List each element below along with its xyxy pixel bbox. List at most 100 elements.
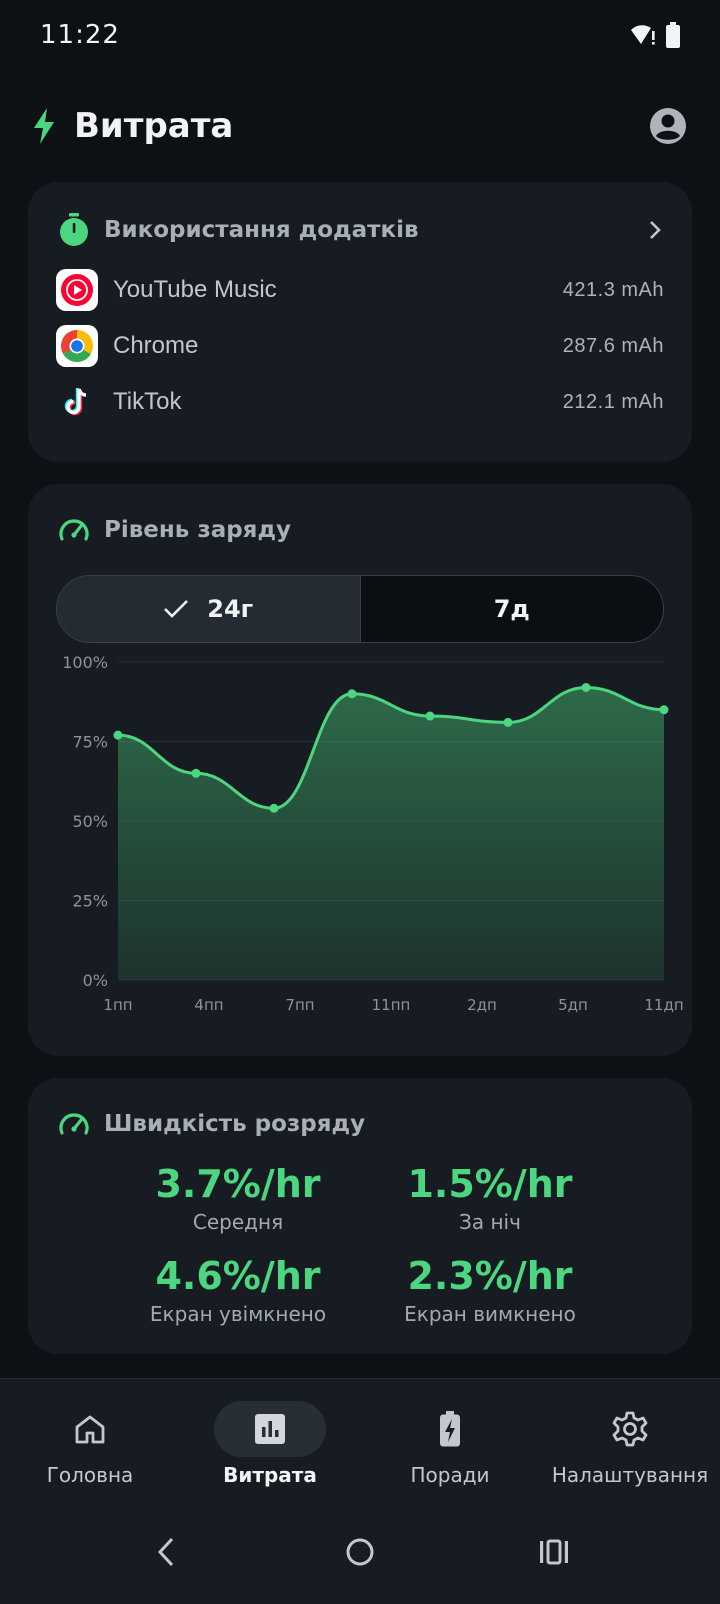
status-bar: 11:22: [0, 0, 720, 70]
stat-overnight: 1.5%/hr За ніч: [350, 1162, 630, 1234]
bottom-navigation: Головна Витрата Поради: [0, 1378, 720, 1604]
data-point: [191, 768, 201, 778]
gauge-icon: [59, 1113, 89, 1135]
y-tick-label: 50%: [72, 812, 108, 831]
stat-screen-on: 4.6%/hr Екран увімкнено: [98, 1254, 378, 1326]
x-tick-label: 2дп: [467, 996, 497, 1014]
nav-settings-pill: [574, 1401, 686, 1457]
nav-label: Налаштування: [551, 1463, 709, 1487]
discharge-rate-card: Швидкість розряду 3.7%/hr Середня 1.5%/h…: [28, 1078, 692, 1354]
app-usage-value: 287.6 mAh: [562, 334, 664, 357]
discharge-rate-title: Швидкість розряду: [104, 1111, 366, 1137]
app-header: Витрата: [0, 90, 720, 162]
youtube-music-icon: [56, 269, 98, 311]
y-tick-label: 75%: [72, 733, 108, 752]
back-button[interactable]: [136, 1528, 196, 1576]
app-row-tiktok[interactable]: TikTok 212.1 mAh: [28, 374, 692, 430]
data-point: [503, 717, 513, 727]
chevron-right-icon[interactable]: [648, 219, 662, 241]
y-tick-label: 25%: [72, 892, 108, 911]
profile-button[interactable]: [648, 106, 688, 146]
data-point: [113, 730, 123, 740]
nav-label: Поради: [410, 1463, 490, 1487]
home-button[interactable]: [330, 1528, 390, 1576]
app-usage-value: 421.3 mAh: [562, 278, 664, 301]
range-24h-button[interactable]: 24г: [57, 576, 361, 642]
nav-usage-pill: [214, 1401, 326, 1457]
battery-level-header: Рівень заряду: [28, 508, 692, 552]
status-time: 11:22: [40, 20, 120, 50]
x-tick-label: 11дп: [644, 996, 683, 1014]
stat-value: 3.7%/hr: [155, 1162, 321, 1206]
app-usage-header[interactable]: Використання додатків: [28, 208, 692, 252]
battery-level-title: Рівень заряду: [104, 517, 292, 543]
nav-settings[interactable]: Налаштування: [540, 1401, 720, 1487]
home-circle-icon: [346, 1538, 374, 1566]
battery-charging-icon: [440, 1411, 460, 1447]
account-icon: [650, 108, 686, 144]
x-tick-label: 5дп: [558, 996, 588, 1014]
nav-home[interactable]: Головна: [0, 1401, 180, 1487]
app-usage-title: Використання додатків: [104, 217, 419, 243]
stat-value: 1.5%/hr: [407, 1162, 573, 1206]
check-icon: [164, 600, 189, 618]
stat-value: 4.6%/hr: [155, 1254, 321, 1298]
nav-home-pill: [34, 1401, 146, 1457]
nav-label: Витрата: [223, 1463, 317, 1487]
nav-tips[interactable]: Поради: [360, 1401, 540, 1487]
wifi-alert-icon: [631, 25, 655, 45]
data-point: [425, 711, 435, 721]
x-tick-label: 7пп: [285, 996, 314, 1014]
app-name: YouTube Music: [113, 276, 277, 303]
nav-tips-pill: [394, 1401, 506, 1457]
stat-screen-off: 2.3%/hr Екран вимкнено: [350, 1254, 630, 1326]
stat-value: 2.3%/hr: [407, 1254, 573, 1298]
app-row-chrome[interactable]: Chrome 287.6 mAh: [28, 318, 692, 374]
area-fill: [118, 687, 664, 980]
stat-label: Екран увімкнено: [149, 1302, 327, 1326]
range-7d-button[interactable]: 7д: [360, 576, 663, 642]
battery-level-card: Рівень заряду 24г 7д 100% 75% 50% 25% 0% 1пп…: [28, 484, 692, 1056]
stat-label: За ніч: [459, 1210, 521, 1234]
nav-label: Головна: [46, 1463, 134, 1487]
status-icons: [630, 22, 680, 48]
app-row-youtube-music[interactable]: YouTube Music 421.3 mAh: [28, 262, 692, 318]
x-tick-label: 1пп: [103, 996, 132, 1014]
x-tick-label: 4пп: [194, 996, 223, 1014]
app-usage-value: 212.1 mAh: [562, 390, 664, 413]
data-point: [347, 689, 357, 699]
battery-icon: [666, 22, 680, 48]
battery-level-chart: 100% 75% 50% 25% 0% 1пп 4пп 7пп 11пп 2дп 5дп 11дп: [62, 654, 683, 1014]
y-tick-label: 0%: [83, 971, 108, 990]
series-line: [117, 685, 665, 810]
timer-icon: [60, 213, 88, 246]
range-24h-label: 24г: [207, 595, 254, 623]
app-usage-card[interactable]: Використання додатків YouTube Music 421.…: [28, 182, 692, 462]
recents-icon: [540, 1539, 568, 1565]
chrome-icon: [56, 325, 98, 367]
x-tick-label: 11пп: [372, 996, 411, 1014]
gear-icon: [612, 1411, 648, 1447]
data-point: [269, 803, 279, 813]
data-point: [659, 705, 669, 715]
y-tick-label: 100%: [62, 654, 108, 672]
stat-label: Середня: [192, 1210, 284, 1234]
recents-button[interactable]: [524, 1528, 584, 1576]
app-name: Chrome: [113, 332, 199, 359]
home-icon: [75, 1415, 105, 1444]
range-7d-label: 7д: [493, 595, 530, 623]
bar-chart-icon: [255, 1414, 285, 1444]
page-title: Витрата: [74, 106, 234, 146]
app-name: TikTok: [113, 388, 182, 415]
stat-average: 3.7%/hr Середня: [98, 1162, 378, 1234]
stat-label: Екран вимкнено: [404, 1302, 576, 1326]
discharge-rate-header: Швидкість розряду: [28, 1102, 692, 1146]
back-icon: [157, 1537, 174, 1567]
lightning-icon: [34, 108, 54, 144]
nav-usage[interactable]: Витрата: [180, 1401, 360, 1487]
gauge-icon: [59, 519, 89, 541]
system-navigation-bar: [0, 1520, 720, 1604]
range-toggle: 24г 7д: [56, 575, 664, 643]
data-point: [581, 682, 591, 692]
tiktok-icon: [56, 381, 98, 423]
